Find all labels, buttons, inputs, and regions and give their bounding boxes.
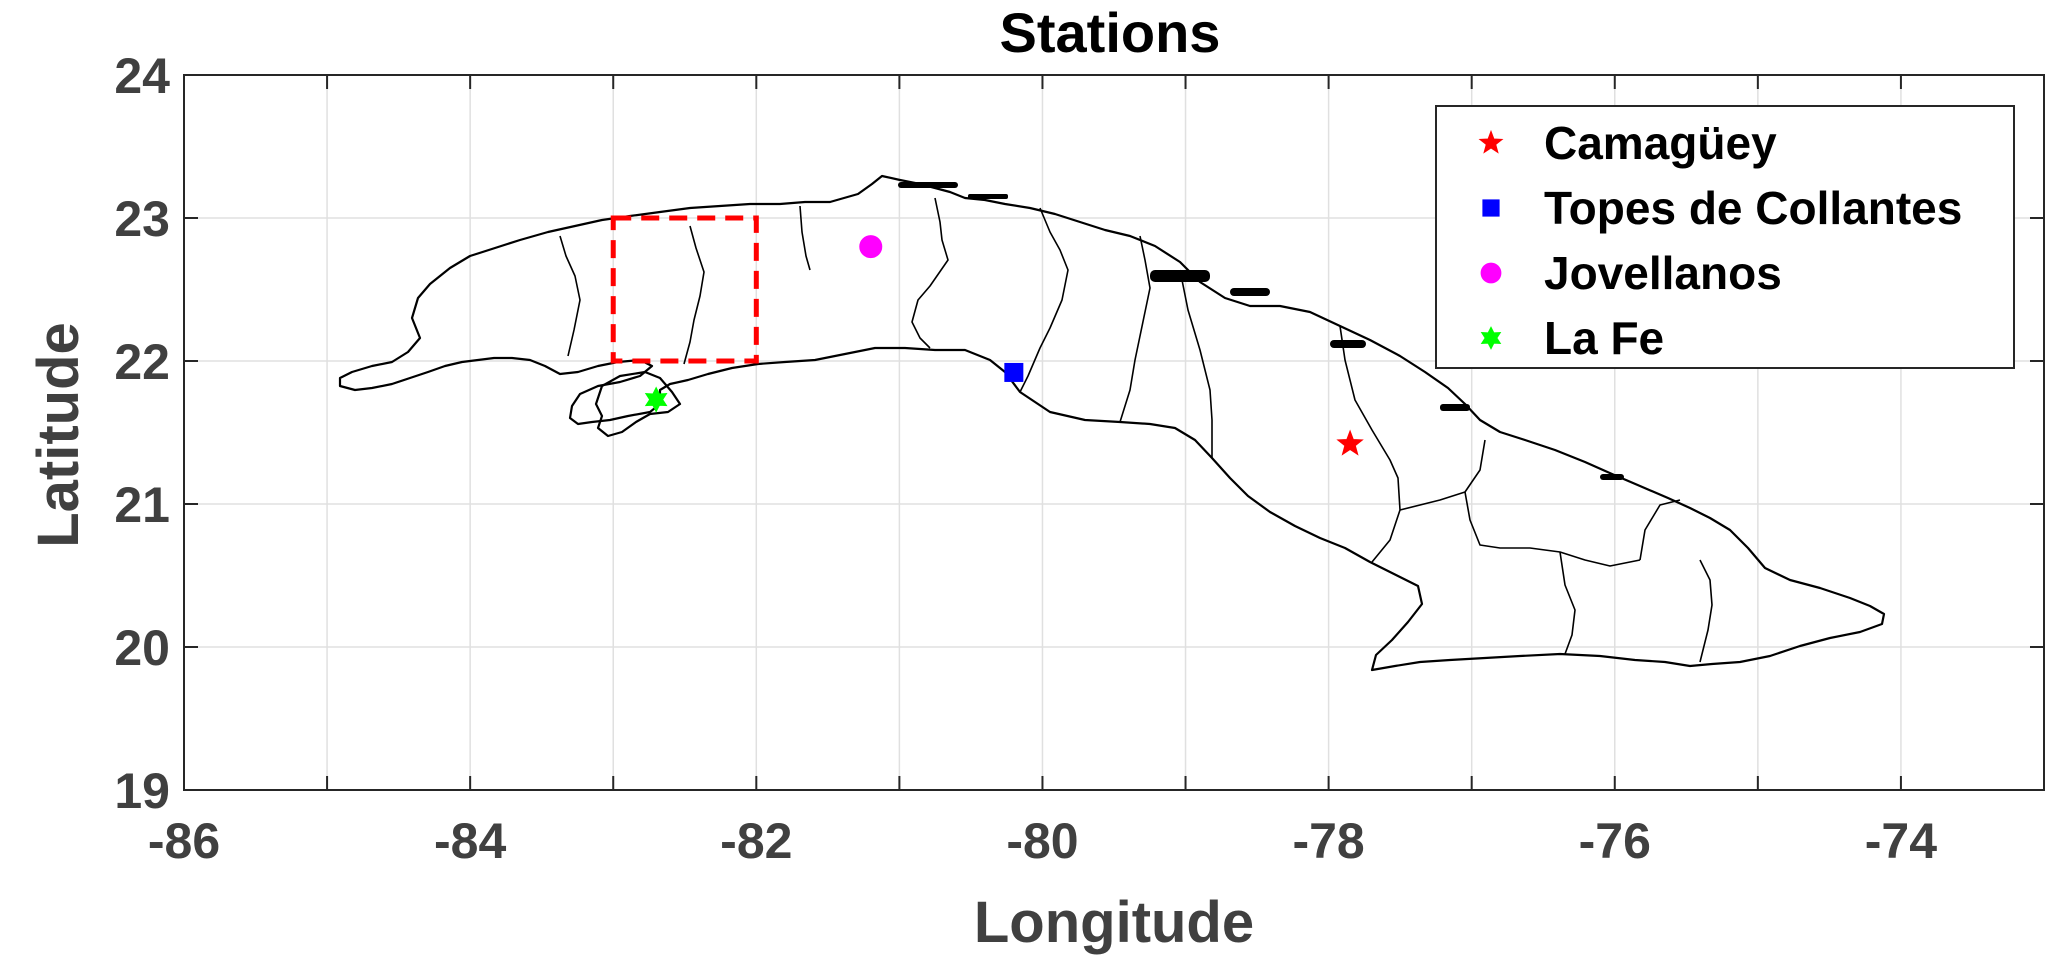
y-tick-label: 19	[114, 763, 170, 819]
isla-de-la-juventud	[594, 370, 682, 438]
station-marker-jovellanos	[859, 235, 883, 259]
study-region-box	[610, 215, 759, 364]
legend-marker-topes-de-collantes	[1482, 199, 1500, 217]
y-tick-label: 22	[114, 334, 170, 390]
legend-marker-camaguey	[1478, 129, 1504, 154]
x-tick-label: -78	[1292, 813, 1364, 869]
x-tick-label: -82	[720, 813, 792, 869]
y-axis-ticks: 19 20 21 22 23 24	[114, 48, 2044, 819]
x-tick-label: -76	[1579, 813, 1651, 869]
legend-label-la-fe: La Fe	[1544, 312, 1664, 364]
legend-marker-jovellanos	[1480, 262, 1502, 284]
x-tick-label: -80	[1006, 813, 1078, 869]
x-axis-ticks: -86 -84 -82 -80 -78 -76 -74	[148, 75, 2045, 869]
y-tick-label: 21	[114, 477, 170, 533]
legend-label-camaguey: Camagüey	[1544, 117, 1777, 169]
x-tick-label: -74	[1865, 813, 1937, 869]
y-tick-label: 20	[114, 620, 170, 676]
station-marker-topes-de-collantes	[1004, 362, 1024, 382]
station-marker-camaguey	[1336, 429, 1364, 456]
axes-frame	[183, 74, 2045, 791]
station-marker-la-fe	[644, 386, 668, 413]
northern-cays	[898, 182, 1624, 480]
legend-marker-la-fe	[1480, 326, 1502, 350]
legend-box	[1435, 105, 2015, 369]
cuba-landmass	[338, 174, 1886, 672]
y-axis-label: Latitude	[26, 322, 91, 548]
x-axis-label: Longitude	[974, 890, 1254, 955]
station-markers	[644, 235, 1364, 456]
legend: Camagüey Topes de Collantes Jovellanos La F…	[1435, 105, 2015, 369]
legend-label-jovellanos: Jovellanos	[1544, 247, 1782, 299]
province-borders	[559, 197, 1713, 663]
chart-title: Stations	[1000, 1, 1221, 64]
legend-label-topes-de-collantes: Topes de Collantes	[1544, 182, 1962, 234]
x-tick-label: -84	[434, 813, 506, 869]
y-tick-label: 23	[114, 191, 170, 247]
y-tick-label: 24	[114, 48, 170, 104]
cuba-coastline	[338, 174, 1886, 672]
x-tick-label: -86	[148, 813, 220, 869]
